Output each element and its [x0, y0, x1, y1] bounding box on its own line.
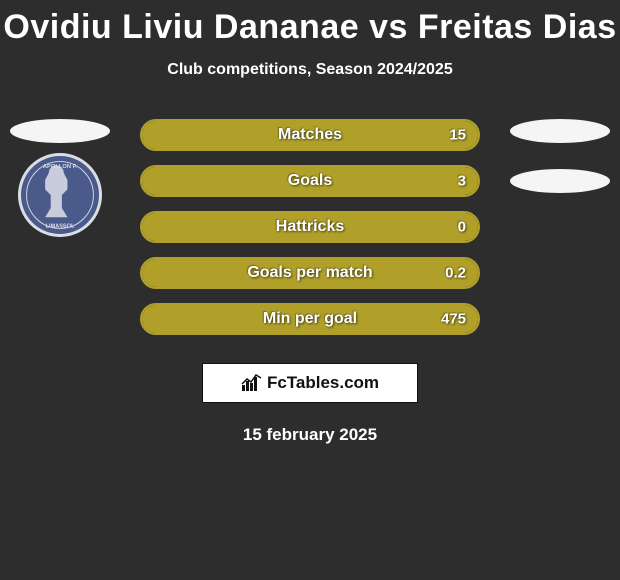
left-player-column: APOLLON F. LIMASSOL — [0, 119, 120, 237]
stat-row-matches: Matches 15 — [140, 119, 480, 151]
date-line: 15 february 2025 — [0, 425, 620, 445]
stat-label: Hattricks — [276, 218, 344, 236]
stat-row-hattricks: Hattricks 0 — [140, 211, 480, 243]
stat-value-right: 3 — [458, 173, 466, 190]
bars-logo-icon — [241, 373, 263, 393]
stat-row-goals: Goals 3 — [140, 165, 480, 197]
stat-row-gpm: Goals per match 0.2 — [140, 257, 480, 289]
stat-label: Min per goal — [263, 310, 357, 328]
svg-text:LIMASSOL: LIMASSOL — [46, 224, 75, 230]
svg-text:APOLLON F.: APOLLON F. — [43, 164, 78, 170]
club-badge: APOLLON F. LIMASSOL — [18, 153, 102, 237]
stat-value-right: 0.2 — [445, 265, 466, 282]
apollon-badge-icon: APOLLON F. LIMASSOL — [21, 156, 99, 234]
brand-text: FcTables.com — [267, 373, 379, 393]
stat-value-right: 15 — [449, 127, 466, 144]
comparison-panel: APOLLON F. LIMASSOL Matches 15 Goals 3 H… — [0, 119, 620, 445]
brand-box: FcTables.com — [202, 363, 418, 403]
stat-bars: Matches 15 Goals 3 Hattricks 0 Goals per… — [140, 119, 480, 335]
stat-value-right: 475 — [441, 311, 466, 328]
stat-label: Goals — [288, 172, 332, 190]
club-oval-placeholder — [510, 169, 610, 193]
stat-label: Matches — [278, 126, 342, 144]
stat-value-right: 0 — [458, 219, 466, 236]
stat-row-mpg: Min per goal 475 — [140, 303, 480, 335]
subtitle: Club competitions, Season 2024/2025 — [0, 61, 620, 79]
club-oval-placeholder — [510, 119, 610, 143]
right-player-column — [500, 119, 620, 193]
club-oval-placeholder — [10, 119, 110, 143]
page-title: Ovidiu Liviu Dananae vs Freitas Dias — [0, 0, 620, 47]
stat-label: Goals per match — [247, 264, 372, 282]
